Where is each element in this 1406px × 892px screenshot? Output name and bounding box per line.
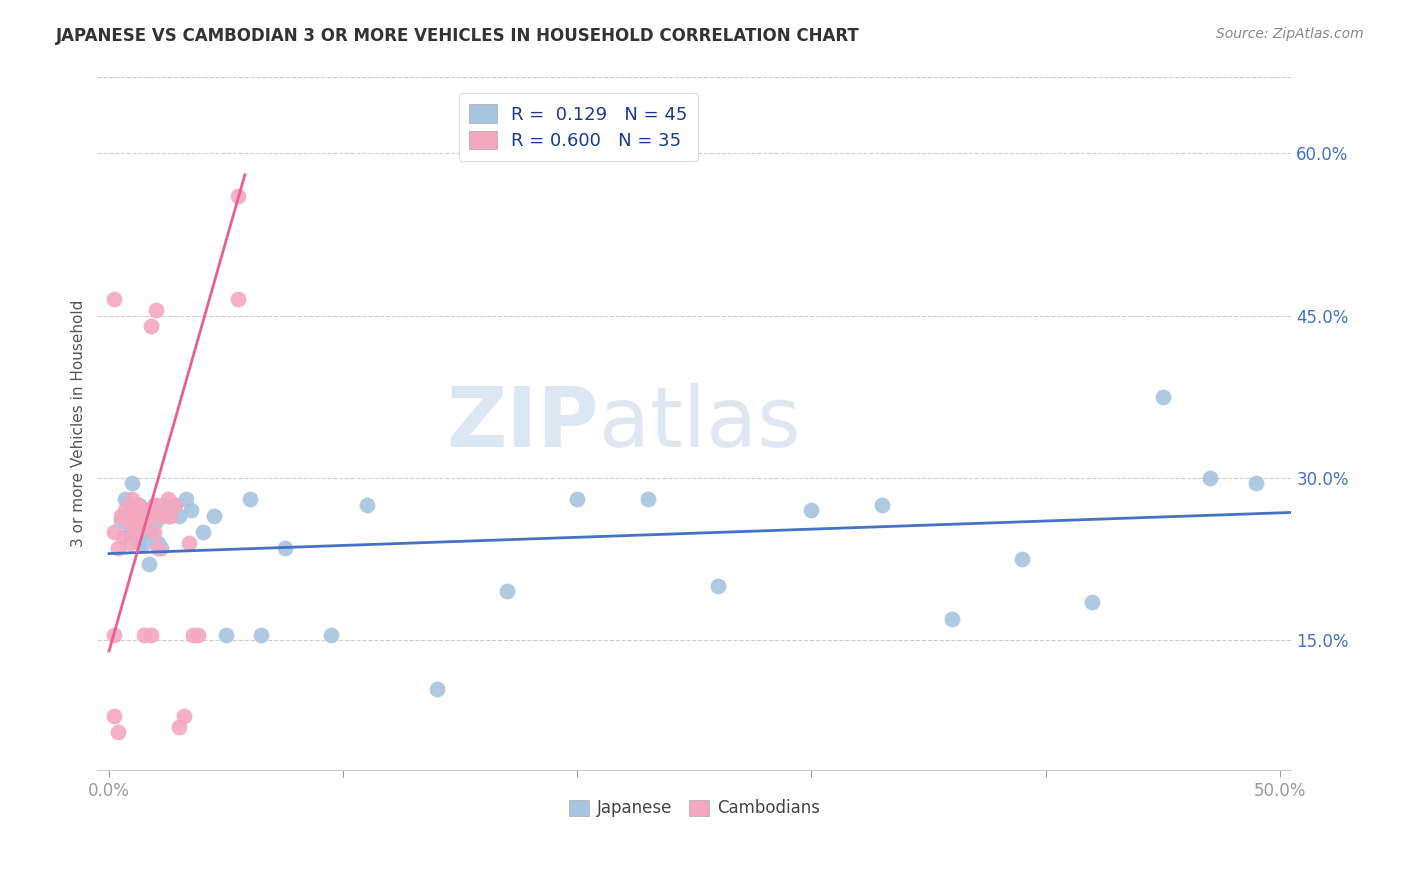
Point: [637, 492, 659, 507]
Text: Source: ZipAtlas.com: Source: ZipAtlas.com: [1216, 27, 1364, 41]
Point: [567, 492, 589, 507]
Point: [1198, 471, 1220, 485]
Point: [215, 628, 238, 642]
Text: ZIP: ZIP: [446, 384, 599, 464]
Point: [134, 503, 156, 517]
Point: [1246, 476, 1268, 491]
Point: [156, 508, 179, 523]
Point: [169, 720, 191, 734]
Text: atlas: atlas: [599, 384, 800, 464]
Point: [169, 508, 191, 523]
Point: [496, 584, 519, 599]
Point: [141, 319, 163, 334]
Point: [107, 725, 129, 739]
Point: [145, 303, 167, 318]
Point: [142, 524, 165, 539]
Point: [121, 492, 143, 507]
Point: [356, 498, 378, 512]
Point: [163, 498, 186, 512]
Point: [204, 508, 226, 523]
Point: [128, 503, 150, 517]
Point: [141, 628, 163, 642]
Point: [117, 514, 139, 528]
Point: [142, 503, 165, 517]
Point: [173, 709, 195, 723]
Point: [870, 498, 893, 512]
Point: [120, 535, 142, 549]
Point: [110, 514, 132, 528]
Point: [107, 541, 129, 556]
Point: [1152, 390, 1174, 404]
Point: [103, 709, 125, 723]
Point: [145, 498, 167, 512]
Point: [238, 492, 260, 507]
Point: [127, 498, 149, 512]
Point: [148, 535, 170, 549]
Point: [135, 508, 157, 523]
Point: [250, 628, 273, 642]
Point: [124, 524, 146, 539]
Point: [138, 503, 160, 517]
Point: [426, 681, 449, 696]
Point: [131, 524, 153, 539]
Point: [152, 503, 174, 517]
Point: [120, 524, 142, 539]
Point: [134, 628, 156, 642]
Point: [177, 535, 200, 549]
Point: [121, 508, 143, 523]
Point: [128, 514, 150, 528]
Point: [134, 535, 156, 549]
Point: [141, 524, 163, 539]
Point: [226, 293, 249, 307]
Point: [128, 535, 150, 549]
Point: [114, 503, 136, 517]
Point: [145, 514, 167, 528]
Point: [103, 293, 125, 307]
Point: [142, 498, 165, 512]
Point: [112, 530, 135, 544]
Point: [183, 628, 205, 642]
Point: [138, 558, 160, 572]
Point: [135, 524, 157, 539]
Point: [321, 628, 343, 642]
Point: [191, 524, 214, 539]
Point: [941, 611, 963, 625]
Legend: Japanese, Cambodians: Japanese, Cambodians: [562, 793, 827, 824]
Point: [152, 498, 174, 512]
Point: [1011, 552, 1033, 566]
Point: [176, 492, 198, 507]
Point: [156, 492, 179, 507]
Point: [226, 189, 249, 203]
Point: [163, 498, 186, 512]
Point: [121, 503, 143, 517]
Point: [141, 508, 163, 523]
Y-axis label: 3 or more Vehicles in Household: 3 or more Vehicles in Household: [72, 300, 86, 548]
Point: [127, 508, 149, 523]
Point: [103, 628, 125, 642]
Point: [159, 508, 181, 523]
Point: [180, 503, 202, 517]
Point: [110, 508, 132, 523]
Text: JAPANESE VS CAMBODIAN 3 OR MORE VEHICLES IN HOUSEHOLD CORRELATION CHART: JAPANESE VS CAMBODIAN 3 OR MORE VEHICLES…: [56, 27, 860, 45]
Point: [149, 541, 172, 556]
Point: [1081, 595, 1104, 609]
Point: [273, 541, 295, 556]
Point: [114, 492, 136, 507]
Point: [121, 476, 143, 491]
Point: [128, 498, 150, 512]
Point: [131, 519, 153, 533]
Point: [187, 628, 209, 642]
Point: [148, 541, 170, 556]
Point: [149, 508, 172, 523]
Point: [800, 503, 823, 517]
Point: [103, 524, 125, 539]
Point: [707, 579, 730, 593]
Point: [127, 519, 149, 533]
